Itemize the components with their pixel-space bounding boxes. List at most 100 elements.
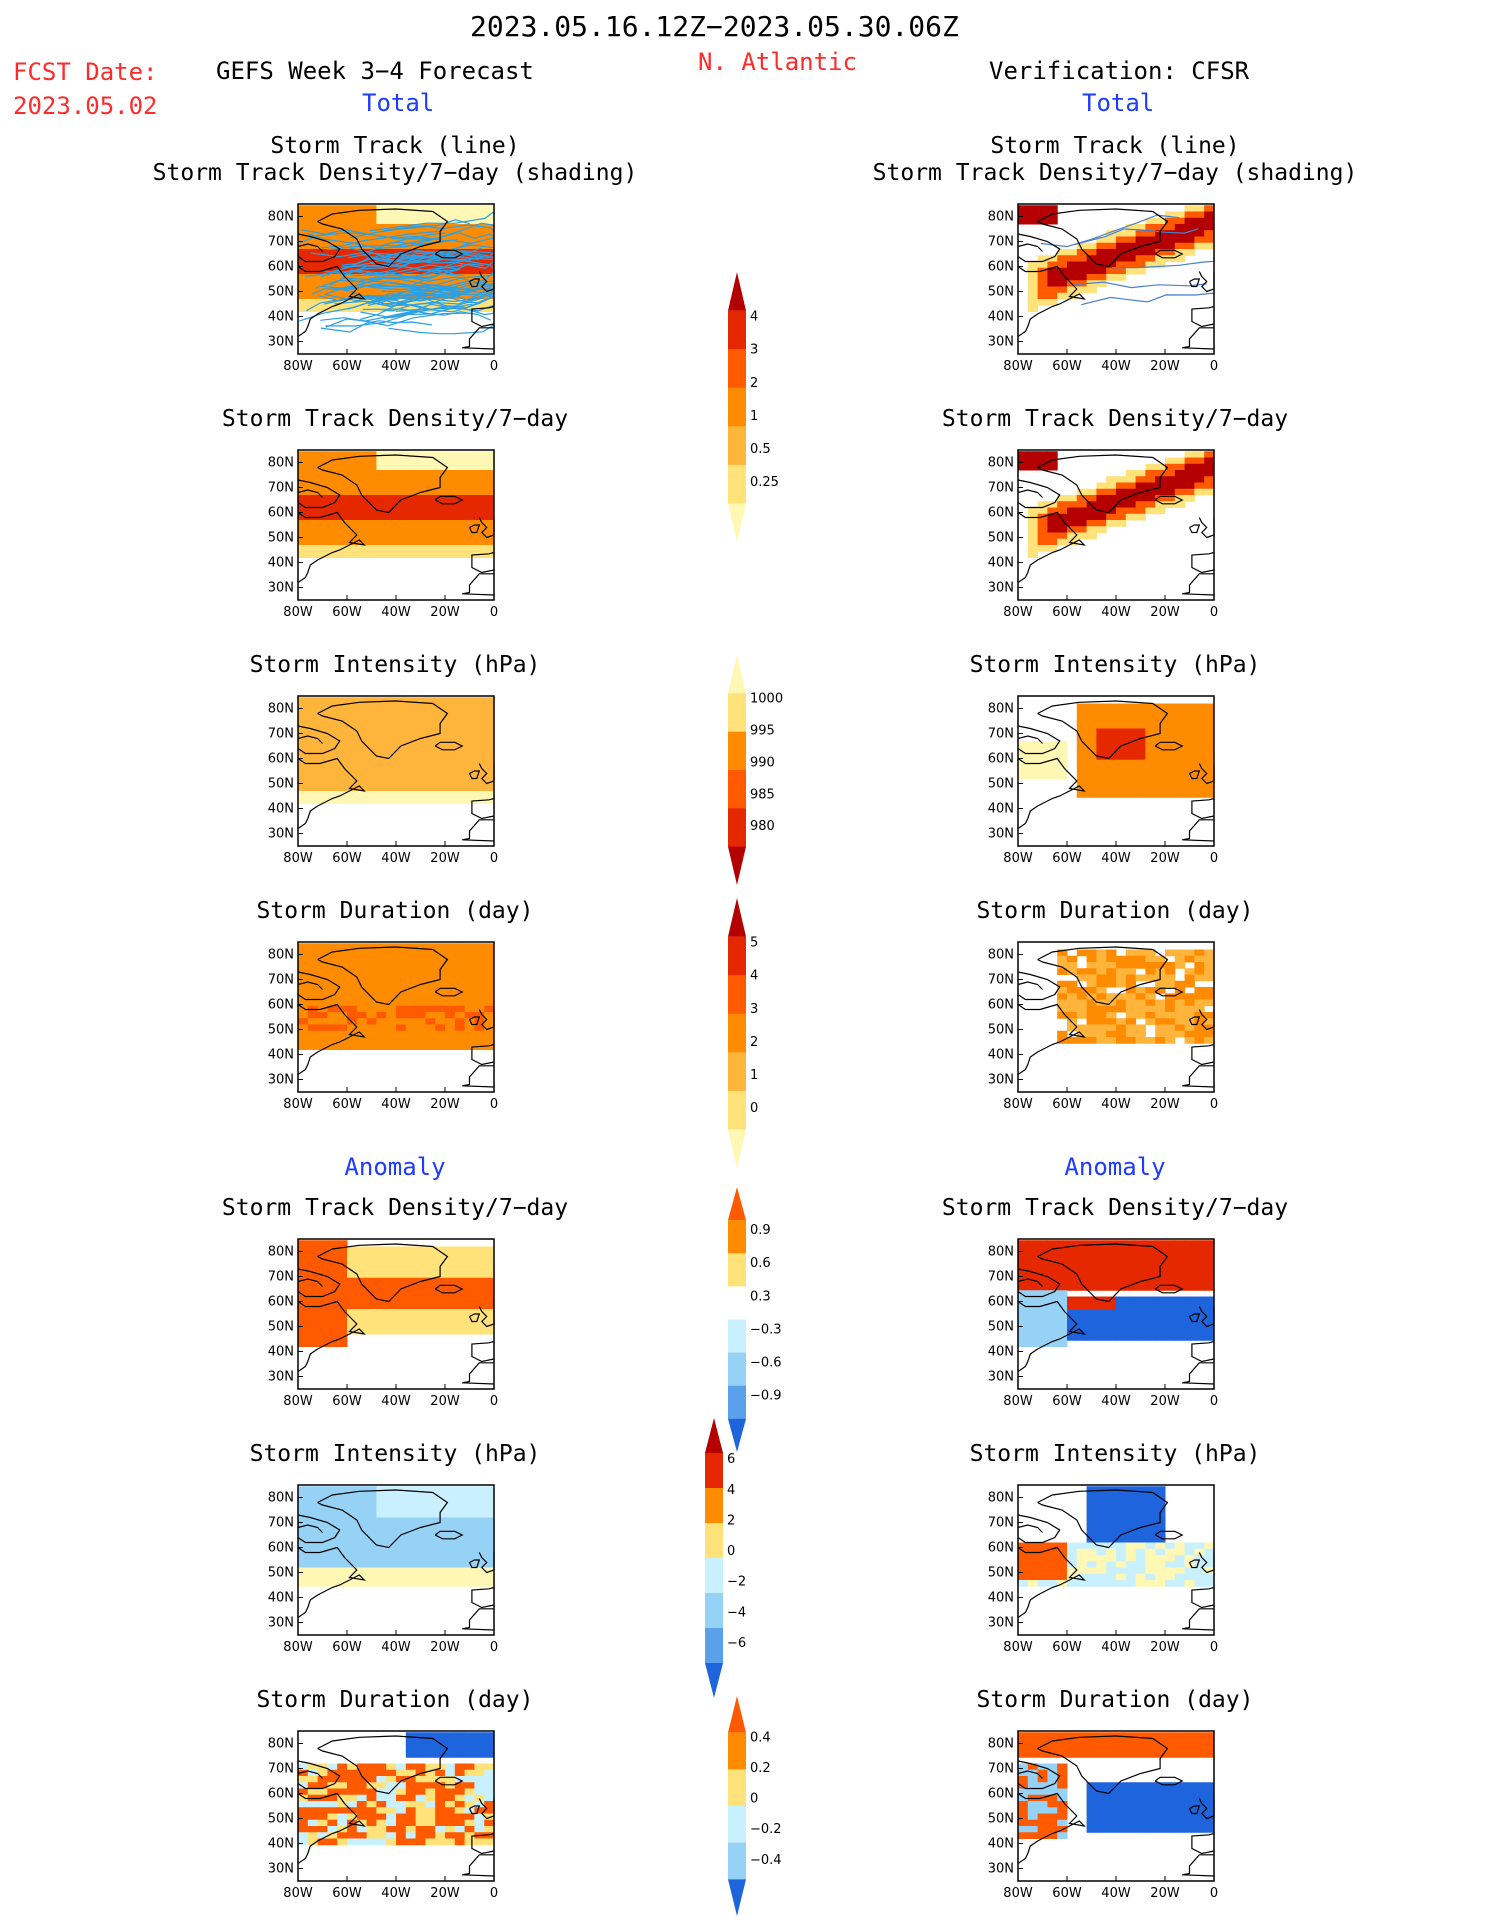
shade-cell xyxy=(445,1573,456,1581)
shade-cell xyxy=(484,1530,495,1537)
shade-cell xyxy=(317,532,328,540)
shade-cell xyxy=(474,759,485,767)
shade-cell xyxy=(317,1769,328,1777)
shade-cell xyxy=(445,1530,456,1537)
anomaly-label-right: Anomaly xyxy=(1064,1153,1166,1181)
shade-cell xyxy=(405,476,417,483)
shade-cell xyxy=(337,292,348,300)
shade-cell xyxy=(307,1012,319,1019)
lat-label: 40N xyxy=(268,310,294,325)
shade-cell xyxy=(317,274,328,281)
shade-cell xyxy=(435,545,446,552)
shade-cell xyxy=(464,753,475,761)
shade-cell xyxy=(1204,1240,1215,1247)
shade-cell xyxy=(366,974,377,982)
shade-cell xyxy=(337,1271,348,1279)
coastline xyxy=(297,243,323,252)
shade-cell xyxy=(1057,980,1068,988)
shade-cell xyxy=(376,1012,387,1019)
shade-cell xyxy=(1135,249,1146,256)
shade-cell xyxy=(1125,1511,1137,1518)
shade-cell xyxy=(1125,1807,1137,1814)
shade-cell xyxy=(474,1826,485,1833)
shade-cell xyxy=(298,784,309,792)
shade-cell xyxy=(1057,538,1068,546)
shade-cell xyxy=(1027,1801,1039,1808)
shade-cell xyxy=(1057,993,1068,1000)
shade-cell xyxy=(347,274,358,281)
shade-cell xyxy=(1125,1548,1137,1556)
shade-cell xyxy=(307,1037,319,1044)
shade-cell xyxy=(327,1005,338,1013)
shade-cell xyxy=(484,1536,495,1543)
shade-cell xyxy=(1027,1259,1039,1266)
shade-cell xyxy=(366,1321,377,1329)
shade-cell xyxy=(1106,242,1117,250)
shade-cell xyxy=(327,1284,338,1291)
shade-cell xyxy=(376,1561,387,1568)
shade-cell xyxy=(1204,703,1215,711)
shade-cell xyxy=(327,249,338,256)
shade-cell xyxy=(454,1548,466,1556)
shade-cell xyxy=(337,495,348,502)
shade-cell xyxy=(474,1302,485,1310)
shade-cell xyxy=(298,1296,309,1304)
shade-cell xyxy=(435,1505,446,1512)
shade-cell xyxy=(1027,747,1039,754)
shade-cell xyxy=(356,299,368,306)
shade-cell xyxy=(366,286,377,294)
shade-cell xyxy=(1057,1548,1068,1556)
shade-cell xyxy=(464,943,475,950)
shade-cell xyxy=(396,728,407,736)
shade-cell xyxy=(1194,211,1205,219)
shade-cell xyxy=(415,987,426,994)
shade-cell xyxy=(435,791,446,798)
shade-cell xyxy=(327,1511,338,1518)
shade-cell xyxy=(1184,1807,1195,1814)
shade-cell xyxy=(1057,1252,1068,1260)
shade-cell xyxy=(484,1246,495,1254)
shade-cell xyxy=(1184,949,1195,957)
shade-cell xyxy=(1116,1826,1127,1833)
shade-cell xyxy=(425,1567,436,1575)
shade-cell xyxy=(1027,532,1039,540)
shade-cell xyxy=(327,1290,338,1297)
storm-track-line xyxy=(320,320,432,333)
shade-cell xyxy=(307,1321,319,1329)
shade-cell xyxy=(1067,1284,1078,1291)
shade-cell xyxy=(1194,205,1205,212)
shade-cell xyxy=(1027,1555,1039,1562)
lon-label: 60W xyxy=(332,851,362,866)
shade-cell xyxy=(317,741,328,748)
shade-cell xyxy=(1116,772,1127,779)
lat-label: 80N xyxy=(988,702,1014,717)
colorbar-swatch xyxy=(728,936,746,976)
shade-cell xyxy=(347,1511,358,1518)
shade-cell xyxy=(454,778,466,786)
shade-cell xyxy=(396,1776,407,1783)
shade-cell xyxy=(425,1302,436,1310)
shade-cell xyxy=(435,1005,446,1013)
shade-cell xyxy=(1116,236,1127,244)
shade-cell xyxy=(1057,1573,1068,1581)
lat-label: 70N xyxy=(988,235,1014,250)
shade-cell xyxy=(435,205,446,212)
shade-cell xyxy=(1086,759,1097,767)
shade-cell xyxy=(464,1018,475,1025)
shade-cell xyxy=(396,1486,407,1493)
shade-cell xyxy=(298,1763,309,1771)
lon-label: 60W xyxy=(1052,605,1082,620)
shade-cell xyxy=(366,280,377,287)
shade-cell xyxy=(445,1523,456,1531)
shade-cell xyxy=(1116,1813,1127,1821)
shade-cell xyxy=(1204,1327,1215,1335)
shade-cell xyxy=(1184,457,1195,465)
shade-cell xyxy=(1057,949,1068,957)
shade-cell xyxy=(1135,1542,1146,1550)
shade-cell xyxy=(405,1567,417,1575)
shade-cell xyxy=(1145,1012,1156,1019)
shade-cell xyxy=(1086,1523,1097,1531)
shade-cell xyxy=(405,211,417,219)
coastline xyxy=(1037,946,1169,1006)
shade-cell xyxy=(1116,1573,1127,1581)
